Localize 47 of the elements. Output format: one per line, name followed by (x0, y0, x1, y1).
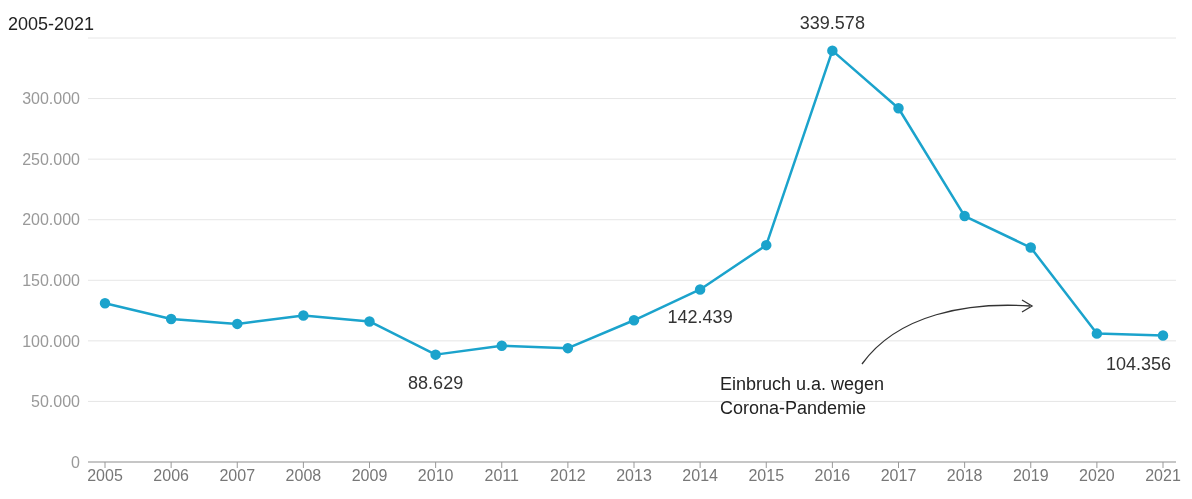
chart-title: 2005-2021 (8, 14, 95, 35)
data-label: 88.629 (408, 372, 464, 393)
point (827, 45, 838, 56)
y-tick-label: 50.000 (31, 393, 81, 411)
x-tick-label: 2016 (814, 467, 851, 485)
y-tick-label: 0 (71, 453, 81, 471)
point (893, 103, 904, 114)
annotation: Einbruch u.a. wegen Corona-Pandemie (720, 373, 886, 420)
point (1091, 328, 1103, 339)
point (694, 284, 706, 295)
point (298, 310, 309, 321)
x-tick-label: 2014 (682, 467, 719, 485)
data-label: 142.439 (667, 307, 733, 328)
x-tick-label: 2019 (1012, 467, 1049, 485)
x-tick-label: 2006 (153, 467, 190, 485)
point (628, 315, 640, 326)
point (562, 342, 574, 354)
point (1157, 330, 1169, 341)
x-tick-label: 2020 (1079, 467, 1115, 485)
point (959, 210, 970, 222)
data-label: 104.356 (1105, 353, 1171, 374)
point (232, 318, 243, 330)
point (496, 340, 507, 351)
point (761, 239, 772, 251)
y-tick-label: 150.000 (22, 271, 81, 289)
data-label: 339.578 (799, 12, 865, 33)
x-tick-label: 2005 (87, 467, 123, 485)
y-tick-label: 100.000 (22, 332, 81, 350)
x-tick-label: 2012 (550, 467, 586, 485)
point (1025, 242, 1036, 253)
y-tick-label: 250.000 (22, 150, 81, 168)
x-tick-label: 2017 (880, 467, 917, 485)
x-tick-label: 2011 (484, 467, 520, 485)
x-tick-label: 2008 (285, 467, 322, 485)
x-tick-label: 2010 (417, 467, 454, 485)
x-tick-label: 2015 (748, 467, 785, 485)
x-tick-label: 2018 (946, 467, 983, 485)
y-tick-label: 200.000 (22, 211, 81, 229)
x-tick-label: 2021 (1145, 467, 1181, 485)
point (430, 349, 441, 360)
point (99, 298, 111, 309)
point (165, 313, 177, 325)
x-tick-label: 2009 (351, 467, 388, 485)
point (364, 316, 375, 327)
x-tick-label: 2007 (219, 467, 256, 485)
y-tick-label: 300.000 (22, 90, 81, 108)
x-tick-label: 2013 (616, 467, 652, 485)
